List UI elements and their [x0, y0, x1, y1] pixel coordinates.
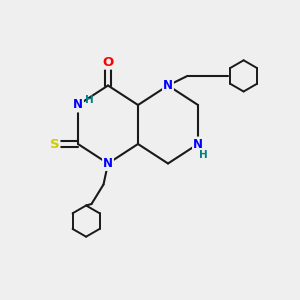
Text: O: O [102, 56, 114, 69]
Text: N: N [73, 98, 83, 112]
Text: N: N [103, 157, 113, 170]
Text: S: S [50, 137, 59, 151]
Text: H: H [199, 150, 208, 161]
Text: N: N [193, 137, 203, 151]
Text: H: H [85, 94, 94, 105]
Text: N: N [163, 79, 173, 92]
